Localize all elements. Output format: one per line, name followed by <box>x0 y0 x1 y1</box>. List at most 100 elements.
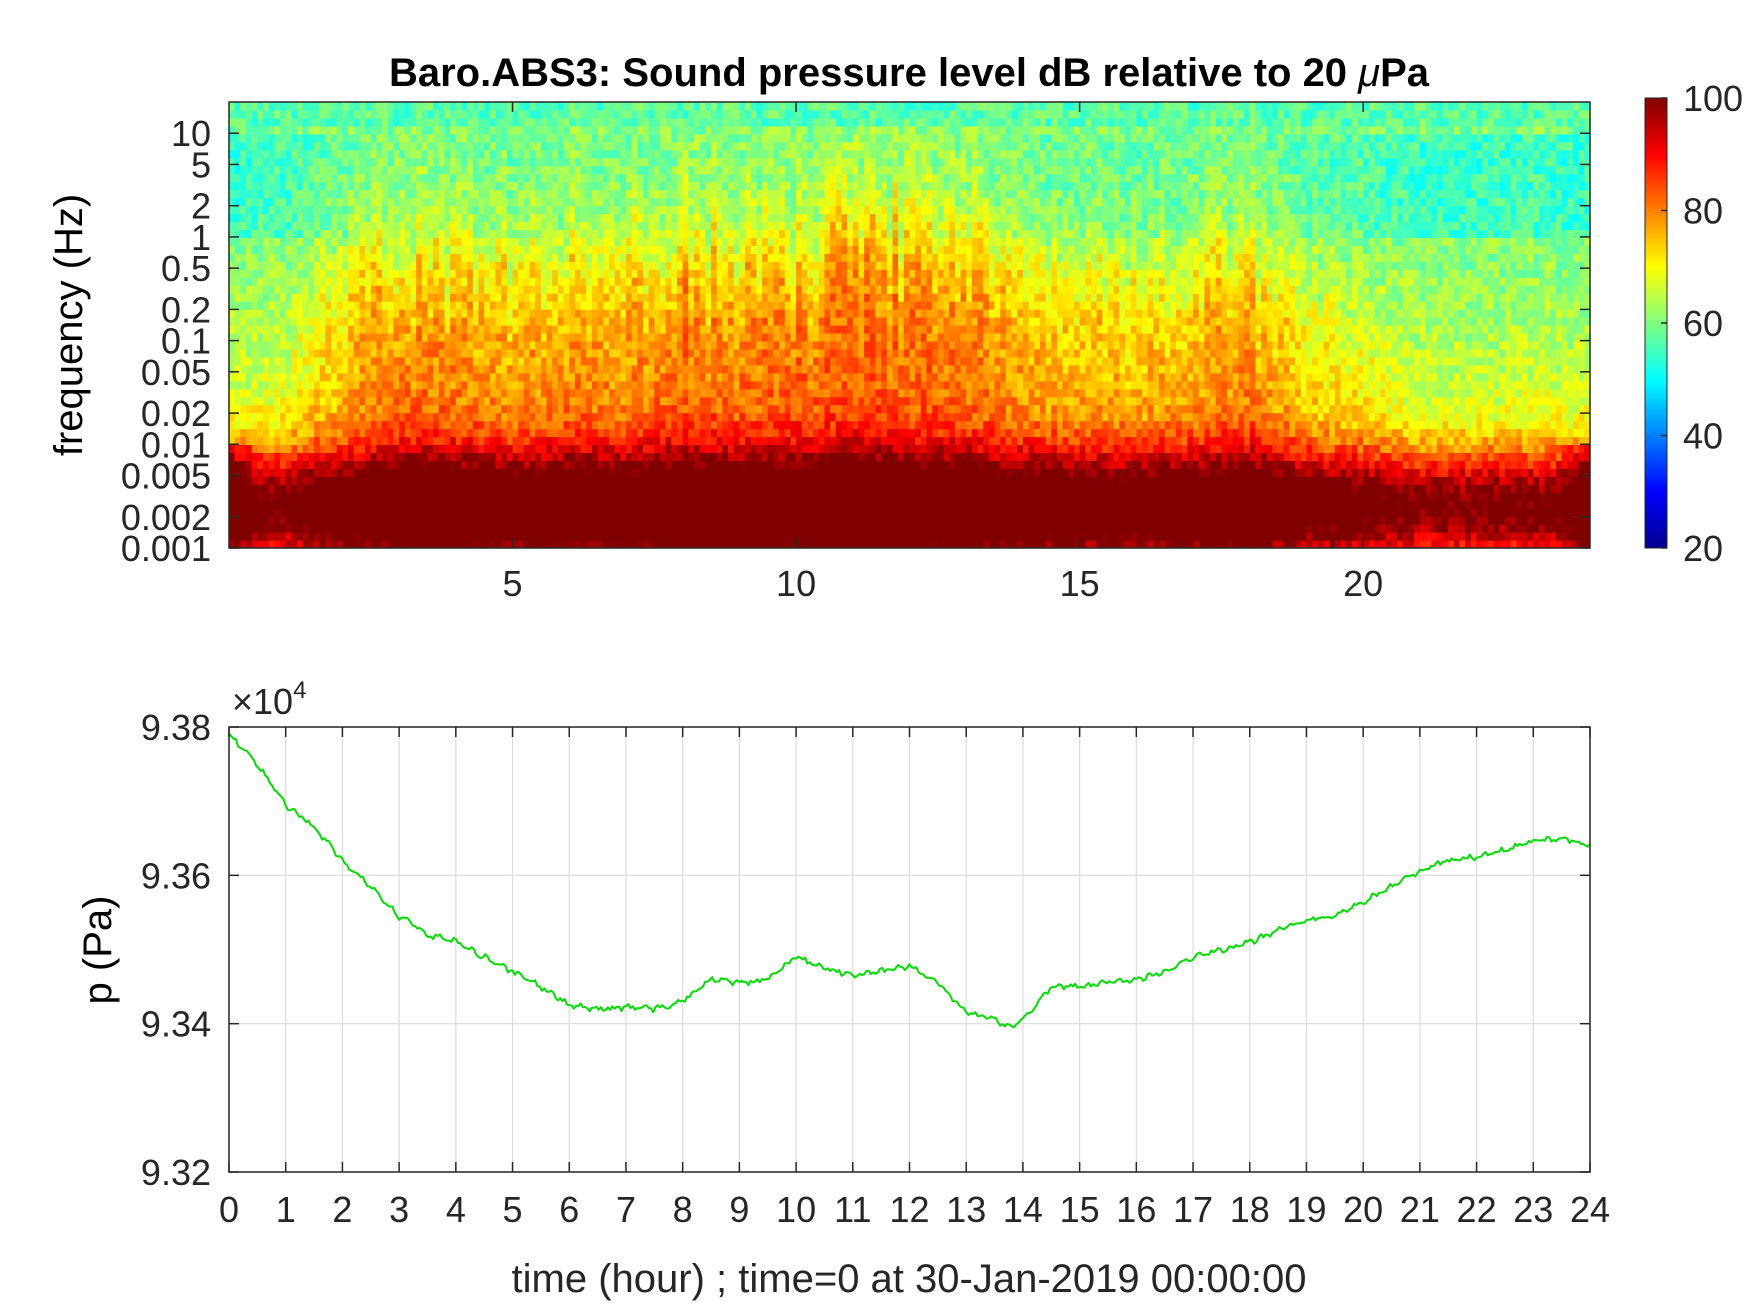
heatmap-cell <box>716 237 723 246</box>
heatmap-cell <box>246 460 253 469</box>
heatmap-cell <box>461 500 468 509</box>
heatmap-cell <box>694 524 701 533</box>
heatmap-cell <box>461 532 468 541</box>
heatmap-cell <box>257 325 264 334</box>
heatmap-cell <box>246 149 253 159</box>
heatmap-cell <box>433 109 440 119</box>
heatmap-cell <box>529 372 536 382</box>
heatmap-cell <box>518 436 525 446</box>
heatmap-cell <box>574 340 582 350</box>
heatmap-cell <box>308 380 315 390</box>
heatmap-cell <box>302 309 309 318</box>
heatmap-cell <box>523 277 531 286</box>
heatmap-cell <box>246 102 253 111</box>
heatmap-cell <box>512 524 519 533</box>
heatmap-cell <box>246 404 253 414</box>
heatmap-cell <box>535 157 542 167</box>
heatmap-cell <box>637 141 644 151</box>
heatmap-cell <box>728 213 735 223</box>
heatmap-cell <box>472 332 480 342</box>
heatmap-cell <box>342 372 349 382</box>
heatmap-cell <box>631 237 638 246</box>
heatmap-cell <box>552 325 559 334</box>
heatmap-cell <box>331 213 338 223</box>
heatmap-cell <box>620 157 627 167</box>
heatmap-cell <box>540 165 548 175</box>
heatmap-cell <box>404 532 412 541</box>
heatmap-cell <box>688 269 695 278</box>
heatmap-cell <box>240 325 247 334</box>
heatmap-cell <box>625 500 633 509</box>
heatmap-cell <box>512 420 519 430</box>
heatmap-cell <box>580 317 587 326</box>
heatmap-cell <box>433 388 440 398</box>
heatmap-cell <box>240 125 247 135</box>
heatmap-cell <box>688 133 695 143</box>
heatmap-cell <box>654 380 661 390</box>
heatmap-cell <box>620 452 627 461</box>
heatmap-cell <box>665 213 672 223</box>
heatmap-cell <box>461 181 468 191</box>
heatmap-cell <box>257 532 264 541</box>
heatmap-cell <box>416 109 423 119</box>
heatmap-cell <box>711 468 718 477</box>
heatmap-cell <box>268 452 275 461</box>
heatmap-cell <box>280 460 287 469</box>
heatmap-cell <box>665 404 672 414</box>
heatmap-cell <box>376 293 383 302</box>
heatmap-cell <box>642 340 650 350</box>
heatmap-cell <box>291 237 298 246</box>
heatmap-cell <box>297 460 304 469</box>
heatmap-cell <box>416 165 423 175</box>
heatmap-cell <box>302 317 309 326</box>
heatmap-cell <box>569 141 576 151</box>
heatmap-cell <box>586 269 593 278</box>
heatmap-cell <box>654 468 661 477</box>
heatmap-cell <box>694 102 701 111</box>
heatmap-cell <box>580 420 587 430</box>
heatmap-cell <box>694 404 701 414</box>
heatmap-cell <box>728 356 735 366</box>
heatmap-cell <box>444 109 451 119</box>
heatmap-cell <box>325 532 332 541</box>
heatmap-cell <box>393 444 400 454</box>
heatmap-cell <box>512 205 519 215</box>
heatmap-cell <box>603 205 610 215</box>
heatmap-cell <box>370 492 378 501</box>
heatmap-cell <box>268 181 275 191</box>
heatmap-cell <box>467 460 474 469</box>
heatmap-cell <box>387 253 395 262</box>
heatmap-cell <box>699 253 706 262</box>
heatmap-cell <box>251 364 258 374</box>
heatmap-cell <box>722 165 729 175</box>
heatmap-cell <box>529 229 536 238</box>
heatmap-cell <box>659 460 667 469</box>
heatmap-cell <box>620 269 627 278</box>
heatmap-cell <box>319 420 326 430</box>
heatmap-cell <box>268 460 275 469</box>
heatmap-cell <box>552 309 559 318</box>
heatmap-cell <box>665 141 672 151</box>
heatmap-cell <box>529 428 536 438</box>
heatmap-cell <box>370 460 378 469</box>
heatmap-cell <box>535 372 542 382</box>
heatmap-cell <box>291 356 298 366</box>
heatmap-cell <box>711 396 718 406</box>
heatmap-cell <box>728 476 735 485</box>
heatmap-cell <box>416 229 423 238</box>
heatmap-cell <box>699 388 706 398</box>
heatmap-cell <box>648 269 655 278</box>
heatmap-cell <box>688 404 695 414</box>
heatmap-cell <box>705 102 712 111</box>
heatmap-cell <box>478 309 485 318</box>
heatmap-cell <box>495 133 502 143</box>
heatmap-cell <box>620 460 627 469</box>
heatmap-cell <box>421 412 429 422</box>
heatmap-cell <box>597 277 604 286</box>
heatmap-cell <box>325 141 332 151</box>
heatmap-cell <box>574 301 582 310</box>
heatmap-cell <box>608 325 616 334</box>
heatmap-cell <box>563 380 570 390</box>
heatmap-cell <box>382 348 389 358</box>
heatmap-cell <box>302 364 309 374</box>
